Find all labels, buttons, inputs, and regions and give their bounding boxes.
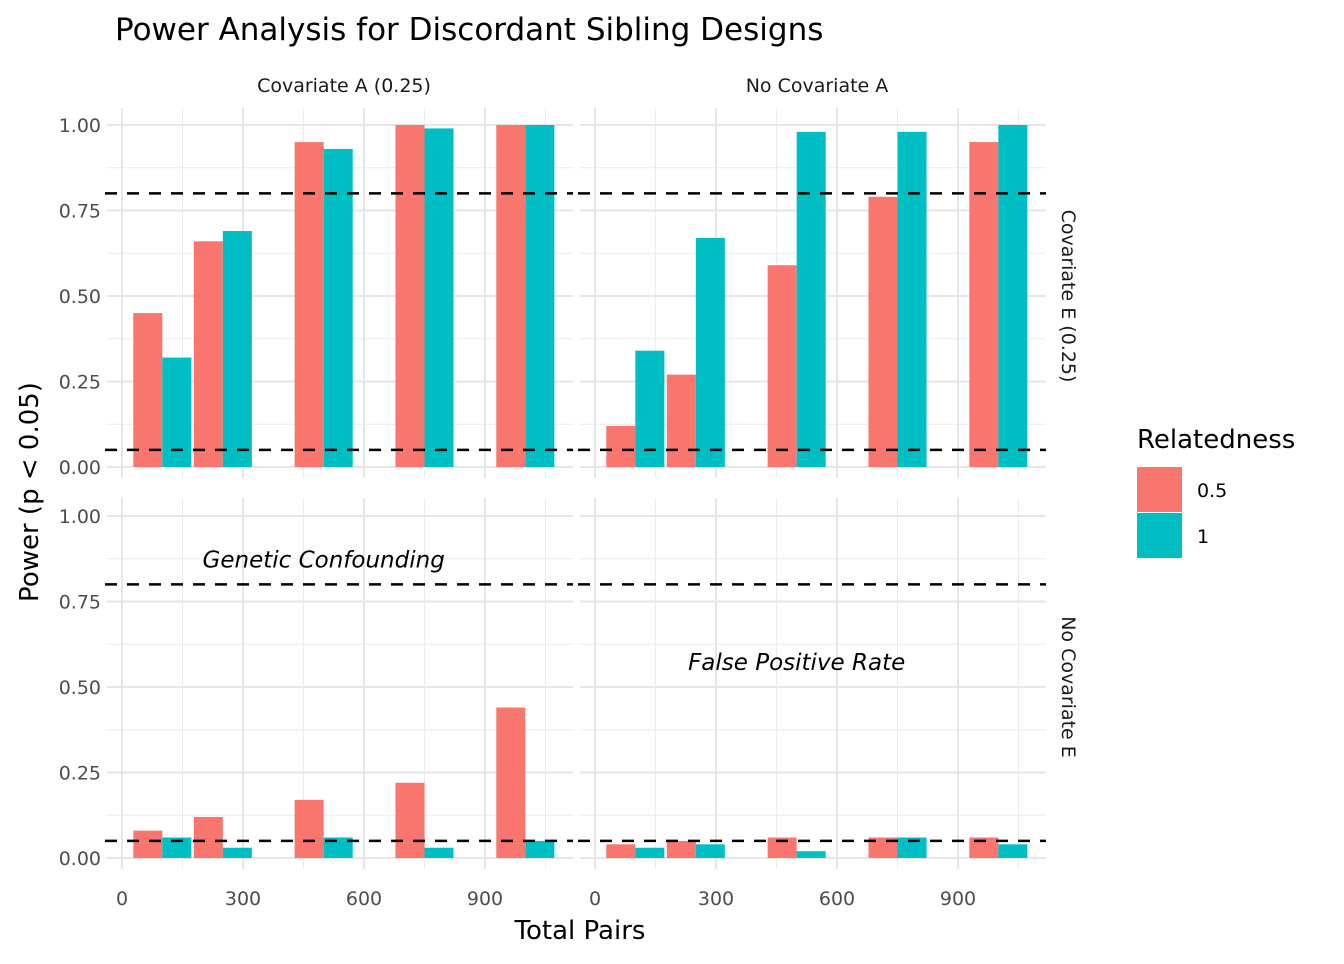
bar-0.5-250 <box>193 816 223 858</box>
y-tick-label: 0.25 <box>59 372 101 394</box>
bar-1-750 <box>897 131 927 467</box>
legend-label-0.5: 0.5 <box>1197 480 1227 502</box>
bar-1-1000 <box>998 844 1028 858</box>
col-strip-right: No Covariate A <box>746 75 889 97</box>
bar-1-100 <box>635 350 665 467</box>
y-tick-label: 1.00 <box>59 115 101 137</box>
panel-annotation: False Positive Rate <box>688 650 905 676</box>
panel-1-2 <box>578 108 1046 478</box>
y-tick-label: 0.75 <box>59 592 101 614</box>
y-tick-label: 0.25 <box>59 763 101 785</box>
panel-2-2: False Positive Rate 0 300 600 900 <box>578 498 1046 910</box>
panel-annotation: Genetic Confounding <box>203 547 445 573</box>
y-tick-label: 0.00 <box>59 457 101 479</box>
bar-0.5-500 <box>294 142 324 467</box>
bar-1-1000 <box>525 125 555 467</box>
bar-0.5-100 <box>133 313 163 467</box>
panels: 0.00 0.25 0.50 0.75 1.00 Genetic Confounding 0… <box>59 108 1046 910</box>
bar-0.5-1000 <box>496 707 526 858</box>
bar-0.5-100 <box>606 844 636 858</box>
legend-swatch-1 <box>1137 513 1182 558</box>
bar-1-250 <box>695 237 725 467</box>
bar-0.5-750 <box>868 196 898 467</box>
bar-1-500 <box>796 131 826 467</box>
bar-1-500 <box>323 837 353 858</box>
legend-swatch-0.5 <box>1137 467 1182 512</box>
x-tick-label: 0 <box>589 888 601 910</box>
bar-0.5-100 <box>133 830 163 858</box>
bar-0.5-1000 <box>969 142 999 467</box>
bar-1-1000 <box>525 840 555 858</box>
bar-0.5-250 <box>666 840 696 858</box>
bar-0.5-500 <box>767 837 797 858</box>
bar-1-100 <box>635 847 665 858</box>
bar-0.5-1000 <box>969 837 999 858</box>
bar-0.5-750 <box>868 837 898 858</box>
bar-1-500 <box>796 851 826 858</box>
bar-1-750 <box>424 128 454 468</box>
x-tick-label: 300 <box>698 888 734 910</box>
bar-1-750 <box>424 847 454 858</box>
bar-1-1000 <box>998 125 1028 467</box>
legend-title: Relatedness <box>1137 425 1295 455</box>
x-tick-label: 300 <box>225 888 261 910</box>
bar-0.5-100 <box>606 425 636 467</box>
y-tick-label: 0.50 <box>59 677 101 699</box>
bar-0.5-500 <box>294 799 324 858</box>
row-strip-bottom: No Covariate E <box>1057 616 1079 758</box>
bar-0.5-250 <box>193 241 223 467</box>
legend: Relatedness 0.5 1 <box>1137 425 1295 558</box>
bar-1-250 <box>222 231 252 467</box>
x-tick-label: 900 <box>467 888 503 910</box>
x-axis-label: Total Pairs <box>514 916 646 946</box>
bar-0.5-750 <box>395 782 425 858</box>
y-tick-label: 1.00 <box>59 506 101 528</box>
col-strip-left: Covariate A (0.25) <box>257 75 431 97</box>
panel-1-1: 0.00 0.25 0.50 0.75 1.00 <box>59 108 573 479</box>
y-tick-label: 0.50 <box>59 286 101 308</box>
bar-1-250 <box>695 844 725 858</box>
y-tick-label: 0.75 <box>59 201 101 223</box>
panel-2-1: Genetic Confounding 0.00 0.25 0.50 0.75 1.00 0… <box>59 498 573 910</box>
y-tick-label: 0.00 <box>59 848 101 870</box>
chart-title: Power Analysis for Discordant Sibling De… <box>115 12 823 48</box>
bar-1-250 <box>222 847 252 858</box>
bar-0.5-750 <box>395 125 425 467</box>
x-tick-label: 600 <box>819 888 855 910</box>
bar-0.5-1000 <box>496 125 526 467</box>
bar-1-100 <box>162 837 192 858</box>
bar-0.5-250 <box>666 374 696 467</box>
bar-0.5-500 <box>767 265 797 467</box>
y-axis-label: Power (p < 0.05) <box>15 382 45 602</box>
x-tick-label: 0 <box>116 888 128 910</box>
bar-1-750 <box>897 837 927 858</box>
x-tick-label: 600 <box>346 888 382 910</box>
x-tick-label: 900 <box>940 888 976 910</box>
legend-label-1: 1 <box>1197 526 1209 548</box>
bar-1-500 <box>323 148 353 467</box>
row-strip-top: Covariate E (0.25) <box>1057 210 1079 383</box>
